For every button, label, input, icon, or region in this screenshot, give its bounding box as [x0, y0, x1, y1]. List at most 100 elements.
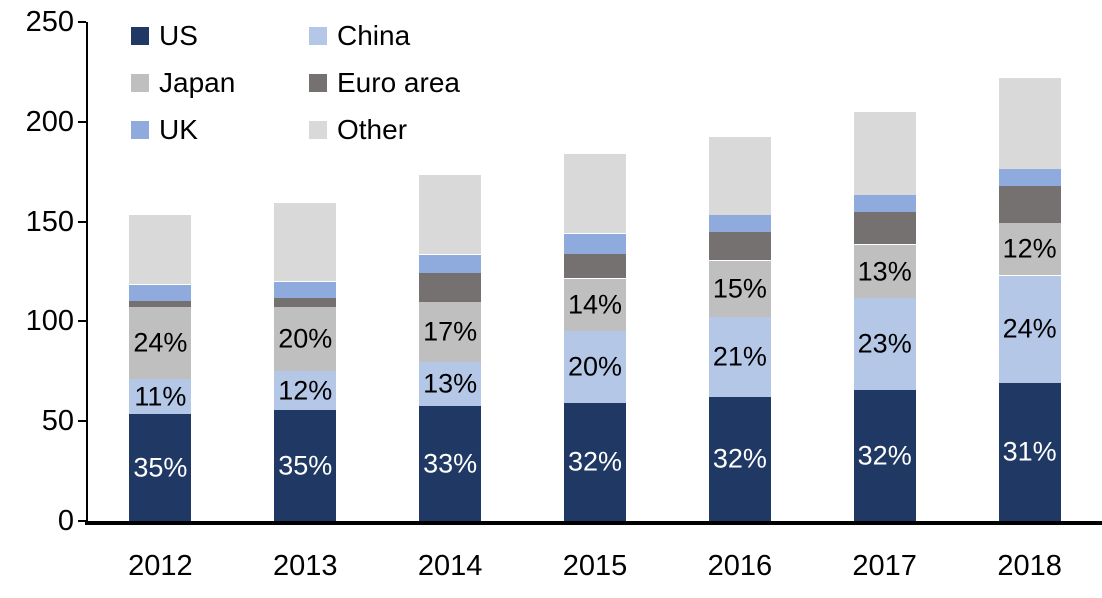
- bar-segment-euro-area-2013: [274, 297, 337, 308]
- bar-segment-japan-2016: 15%: [708, 260, 771, 318]
- legend: US China Japan Euro area UK Other: [131, 20, 460, 146]
- bar-segment-china-2014: 13%: [419, 362, 482, 407]
- bar-segment-euro-area-2012: [129, 300, 192, 308]
- bar-segment-euro-area-2018: [998, 185, 1061, 223]
- bar-segment-japan-2017: 13%: [853, 244, 916, 299]
- segment-percent-label-us: 32%: [712, 443, 767, 474]
- segment-percent-label-us: 32%: [567, 446, 623, 477]
- x-axis-category-label: 2018: [997, 550, 1062, 582]
- y-axis-line: [86, 22, 88, 525]
- bar-segment-other-2016: [708, 136, 771, 215]
- x-axis-line: [85, 521, 1102, 525]
- legend-swatch-other: [309, 121, 327, 139]
- bar-segment-japan-2018: 12%: [998, 222, 1061, 276]
- segment-percent-label-japan: 13%: [857, 256, 912, 287]
- bar-segment-uk-2016: [708, 214, 771, 232]
- bar-segment-japan-2012: 24%: [129, 307, 192, 380]
- bar-segment-china-2015: 20%: [564, 331, 626, 404]
- bar-segment-uk-2012: [129, 284, 192, 301]
- legend-label: China: [337, 20, 411, 51]
- y-axis-tick: [78, 520, 86, 522]
- segment-percent-label-china: 23%: [857, 328, 912, 359]
- x-axis-category-label: 2014: [417, 550, 483, 582]
- bar-segment-japan-2013: 20%: [274, 307, 337, 372]
- x-axis-category-label: 2012: [128, 550, 193, 582]
- x-axis-category-label: 2015: [562, 550, 628, 582]
- legend-label: US: [159, 20, 198, 51]
- legend-swatch-uk: [131, 121, 149, 139]
- segment-percent-label-japan: 12%: [1002, 233, 1057, 264]
- segment-percent-label-us: 35%: [278, 450, 333, 481]
- bar-segment-china-2016: 21%: [708, 317, 771, 398]
- bar-segment-euro-area-2015: [564, 253, 626, 279]
- segment-percent-label-china: 13%: [423, 368, 478, 399]
- legend-swatch-japan: [131, 74, 149, 92]
- legend-entry-uk: UK: [131, 114, 309, 146]
- legend-entry-euro-area: Euro area: [309, 67, 460, 99]
- legend-entry-japan: Japan: [131, 67, 309, 99]
- x-axis-category-label: 2016: [707, 550, 773, 582]
- y-axis-tick: [78, 120, 86, 123]
- bar-segment-us-2012: 35%: [129, 414, 192, 521]
- segment-percent-label-us: 35%: [133, 452, 188, 483]
- segment-percent-label-japan: 17%: [423, 316, 478, 347]
- bar-segment-other-2013: [274, 202, 337, 282]
- bar-segment-other-2012: [129, 214, 192, 285]
- y-axis-tick-label: 0: [57, 505, 74, 537]
- legend-entry-us: US: [131, 20, 309, 52]
- segment-percent-label-japan: 20%: [278, 323, 333, 354]
- bar-segment-euro-area-2016: [708, 231, 771, 261]
- x-axis-category-label: 2017: [852, 550, 917, 582]
- bar-segment-other-2018: [998, 77, 1061, 169]
- segment-percent-label-japan: 14%: [567, 289, 623, 320]
- bar-segment-us-2016: 32%: [708, 397, 771, 521]
- bar-segment-other-2015: [564, 153, 626, 234]
- segment-percent-label-us: 33%: [423, 448, 478, 479]
- segment-percent-label-china: 24%: [1002, 313, 1057, 344]
- y-axis-tick-label: 250: [25, 6, 74, 38]
- bar-segment-us-2015: 32%: [564, 403, 626, 521]
- y-axis-tick-label: 200: [25, 105, 74, 138]
- segment-percent-label-china: 20%: [567, 351, 623, 382]
- legend-label: Japan: [159, 67, 236, 98]
- segment-percent-label-china: 12%: [278, 375, 333, 406]
- legend-swatch-euro-area: [309, 74, 327, 92]
- legend-entry-other: Other: [309, 114, 460, 146]
- y-axis-tick: [78, 220, 86, 223]
- bar-segment-euro-area-2014: [419, 272, 482, 303]
- bar-segment-china-2012: 11%: [129, 379, 192, 415]
- segment-percent-label-us: 32%: [857, 440, 912, 471]
- legend-label: Euro area: [337, 67, 460, 98]
- legend-label: Other: [337, 114, 408, 145]
- bar-segment-uk-2015: [564, 233, 626, 254]
- bar-segment-other-2017: [853, 111, 916, 195]
- bar-segment-china-2013: 12%: [274, 371, 337, 411]
- bar-segment-us-2014: 33%: [419, 406, 482, 521]
- legend-label: UK: [159, 114, 198, 145]
- segment-percent-label-china: 11%: [134, 381, 187, 412]
- bar-segment-us-2018: 31%: [998, 383, 1061, 521]
- bar-segment-us-2017: 32%: [853, 390, 916, 521]
- x-axis-category-label: 2013: [273, 550, 338, 582]
- segment-percent-label-japan: 24%: [133, 327, 188, 358]
- segment-percent-label-japan: 15%: [712, 273, 767, 304]
- bar-segment-us-2013: 35%: [274, 410, 337, 521]
- bar-segment-uk-2014: [419, 254, 482, 273]
- bar-segment-china-2018: 24%: [998, 275, 1061, 384]
- segment-percent-label-china: 21%: [712, 341, 767, 372]
- y-axis-tick: [78, 420, 86, 423]
- bar-segment-japan-2014: 17%: [419, 302, 482, 363]
- bar-segment-other-2014: [419, 174, 482, 255]
- legend-swatch-us: [131, 27, 149, 45]
- bar-segment-china-2017: 23%: [853, 298, 916, 391]
- legend-entry-china: China: [309, 20, 460, 52]
- y-axis-tick-label: 150: [25, 205, 74, 238]
- segment-percent-label-us: 31%: [1002, 436, 1057, 467]
- bar-segment-japan-2015: 14%: [564, 278, 626, 332]
- bar-segment-euro-area-2017: [853, 211, 916, 245]
- bar-segment-uk-2017: [853, 194, 916, 212]
- legend-swatch-china: [309, 27, 327, 45]
- y-axis-tick: [78, 320, 86, 323]
- y-axis-tick: [78, 21, 86, 23]
- bar-segment-uk-2018: [998, 168, 1061, 186]
